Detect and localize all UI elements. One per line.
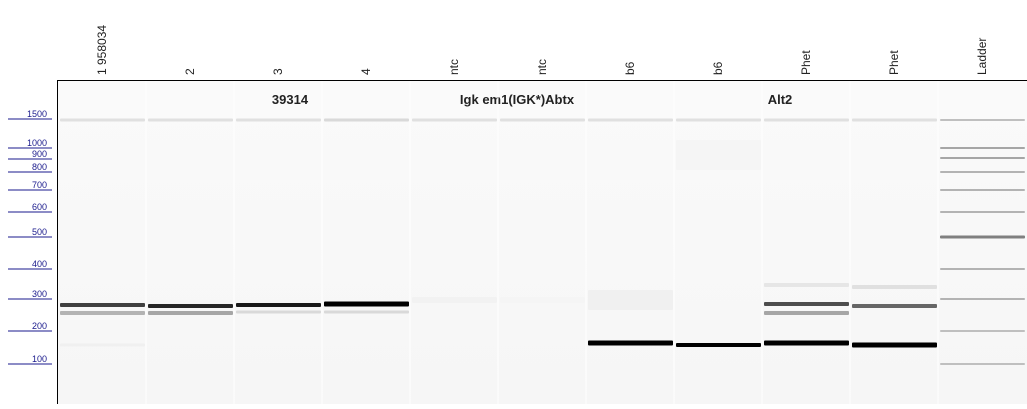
band (940, 298, 1025, 300)
band (60, 118, 145, 122)
band (676, 140, 761, 170)
band (852, 304, 937, 308)
marker-label: 1500 (27, 109, 47, 119)
band (500, 297, 585, 303)
band (940, 119, 1025, 121)
band (588, 340, 673, 346)
lane-label: ntc (447, 59, 461, 75)
band (236, 310, 321, 314)
band (324, 118, 409, 122)
band (852, 342, 937, 348)
gel-area (58, 80, 1027, 404)
band (412, 118, 497, 122)
lane-label: 2 (183, 68, 197, 75)
marker-label: 300 (32, 289, 47, 299)
band (148, 311, 233, 315)
band (764, 311, 849, 315)
band (236, 118, 321, 122)
band (236, 303, 321, 307)
lane-label: Phet (799, 50, 813, 75)
lane-label: ntc (535, 59, 549, 75)
band (940, 147, 1025, 149)
band (148, 304, 233, 308)
marker-label: 700 (32, 180, 47, 190)
lane-label: b6 (711, 61, 725, 75)
lane-label: 3 (271, 68, 285, 75)
group-label: Alt2 (768, 92, 793, 107)
lane-label: 1 958034 (95, 25, 109, 75)
band (324, 301, 409, 307)
group-label: Igk em1(IGK*)Abtx (460, 92, 575, 107)
marker-label: 800 (32, 162, 47, 172)
band (676, 343, 761, 347)
band (940, 211, 1025, 213)
band (60, 311, 145, 315)
lane-label: 4 (359, 68, 373, 75)
band (940, 157, 1025, 159)
band (412, 297, 497, 303)
band (60, 303, 145, 307)
lane-label: Ladder (975, 38, 989, 75)
marker-label: 500 (32, 227, 47, 237)
band (940, 268, 1025, 270)
band (764, 283, 849, 287)
lane-label: b6 (623, 61, 637, 75)
band (764, 340, 849, 346)
marker-label: 200 (32, 321, 47, 331)
band (852, 118, 937, 122)
band (764, 302, 849, 306)
marker-label: 1000 (27, 138, 47, 148)
band (940, 235, 1025, 239)
band (676, 118, 761, 122)
band (588, 290, 673, 310)
group-label: 39314 (272, 92, 309, 107)
band (588, 118, 673, 122)
band (324, 310, 409, 314)
band (940, 330, 1025, 332)
band (764, 118, 849, 122)
band (940, 189, 1025, 191)
band (500, 118, 585, 122)
band (852, 285, 937, 289)
band (148, 118, 233, 122)
band (940, 363, 1025, 365)
marker-label: 100 (32, 354, 47, 364)
band (940, 171, 1025, 173)
marker-label: 400 (32, 259, 47, 269)
band (60, 343, 145, 347)
lane-label: Phet (887, 50, 901, 75)
marker-label: 600 (32, 202, 47, 212)
marker-label: 900 (32, 149, 47, 159)
